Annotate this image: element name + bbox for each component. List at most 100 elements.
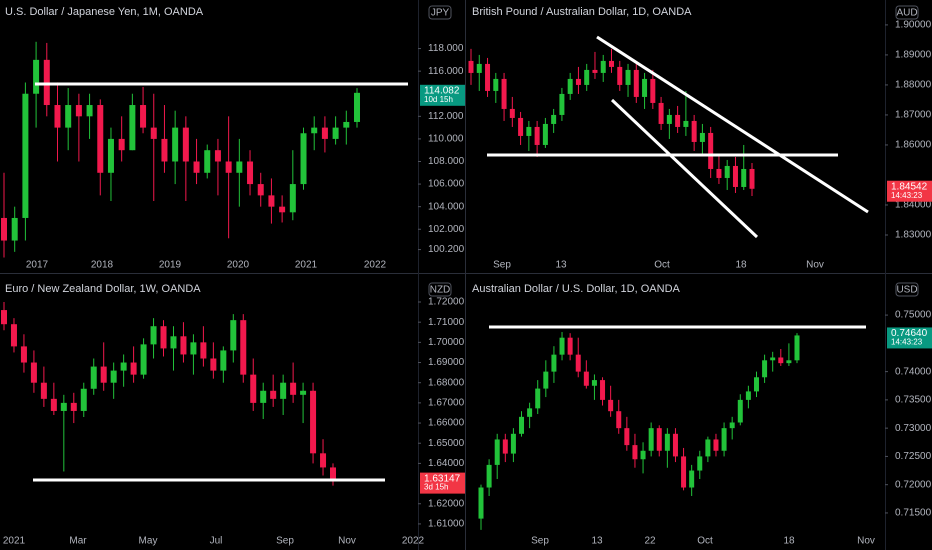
price-tick-label: 1.65000 [428, 438, 465, 449]
candle-body [778, 357, 784, 364]
candle-body [75, 105, 82, 117]
candle-body [140, 344, 147, 375]
last-price-label: 114.082 [424, 85, 460, 96]
currency-label: AUD [896, 8, 917, 19]
candle-body [600, 380, 606, 400]
last-price-label: 0.74640 [891, 328, 928, 339]
candle-body [107, 138, 114, 173]
candle-body [705, 439, 711, 457]
candle-body [559, 337, 565, 355]
candle-body [200, 342, 207, 359]
last-price-tag [887, 180, 932, 202]
panel-title: U.S. Dollar / Japanese Yen, 1M, OANDA [5, 6, 204, 18]
candle-body [494, 439, 500, 465]
candle-body [290, 382, 297, 395]
candle-body [1, 310, 7, 325]
candle-body [90, 366, 97, 389]
price-tick-label: 1.83000 [895, 230, 932, 241]
last-price-tag [420, 84, 465, 106]
candle-body [527, 408, 533, 417]
candle-body [642, 78, 648, 97]
price-tick-label: 108.000 [428, 156, 465, 167]
time-label: Nov [857, 536, 875, 547]
price-tick-label: 1.69000 [428, 357, 465, 368]
candle-body [180, 336, 187, 355]
countdown-label: 14:43:23 [891, 191, 923, 200]
price-tick-label: 1.71000 [428, 317, 465, 328]
candle-body [343, 121, 350, 128]
candle-body [584, 69, 590, 85]
candle-body [140, 105, 147, 128]
candle-body [770, 357, 776, 361]
price-tick-label: 0.75000 [895, 310, 932, 321]
candle-body [575, 78, 581, 85]
candle-body [11, 217, 18, 241]
candle-body [257, 184, 264, 196]
candle-body [289, 184, 296, 213]
candle-body [535, 388, 541, 409]
candle-body [30, 362, 37, 383]
candle-body [80, 388, 87, 411]
candle-body [697, 456, 703, 471]
price-tick-label: 0.73500 [895, 395, 932, 406]
time-label: Nov [338, 536, 356, 547]
candle-body [190, 342, 197, 355]
candle-body [737, 399, 743, 423]
candle-body [501, 78, 507, 109]
candle-body [672, 433, 678, 457]
countdown-label: 3d 15h [424, 483, 448, 492]
candle-body [50, 398, 57, 411]
candle-body [240, 320, 247, 375]
candle-body [753, 377, 759, 392]
candle-body [1, 217, 7, 241]
time-label: May [139, 536, 158, 547]
candle-body [575, 354, 581, 372]
candle-body [279, 206, 286, 213]
candle-body [43, 59, 50, 106]
price-tick-label: 104.000 [428, 201, 465, 212]
candle-body [22, 93, 29, 218]
price-tick-label: 116.000 [428, 66, 464, 77]
candle-body [551, 354, 557, 372]
price-tick-label: 1.90000 [895, 20, 932, 31]
candle-body [160, 326, 167, 349]
currency-badge [895, 282, 919, 297]
time-label: 18 [735, 260, 747, 271]
time-label: 18 [783, 536, 795, 547]
trend-line [610, 98, 759, 239]
candle-body [543, 371, 549, 389]
candle-body [708, 132, 714, 169]
candle-body [310, 390, 317, 454]
price-tick-label: 1.89000 [895, 50, 932, 61]
time-label: Sep [493, 260, 511, 271]
time-label: 2020 [227, 260, 250, 271]
candle-body [247, 161, 254, 185]
drawings [33, 35, 869, 482]
candle-body [230, 320, 237, 351]
price-tick-label: 0.74000 [895, 366, 932, 377]
candle-body [60, 402, 67, 411]
candle-body [567, 78, 573, 94]
candle-body [100, 366, 107, 383]
candle-body [699, 132, 705, 142]
candle-body [609, 60, 614, 67]
candle-body [110, 370, 117, 383]
time-label: Nov [806, 260, 824, 271]
price-tick-label: 100.200 [428, 244, 465, 255]
candle-body [214, 150, 221, 162]
candle-body [534, 126, 540, 145]
time-label: Oct [697, 536, 713, 547]
candle-body [486, 464, 492, 488]
candle-body [321, 127, 328, 139]
price-tick-label: 1.67000 [428, 398, 465, 409]
price-tick-label: 1.62000 [428, 498, 465, 509]
candle-body [526, 126, 532, 136]
currency-label: JPY [431, 8, 450, 19]
price-tick-label: 110.000 [428, 134, 464, 145]
candle-body [330, 467, 336, 481]
candle-body [120, 362, 127, 371]
candle-body [236, 161, 243, 173]
candle-body [650, 78, 656, 103]
candle-body [97, 105, 104, 173]
candle-body [332, 127, 339, 139]
